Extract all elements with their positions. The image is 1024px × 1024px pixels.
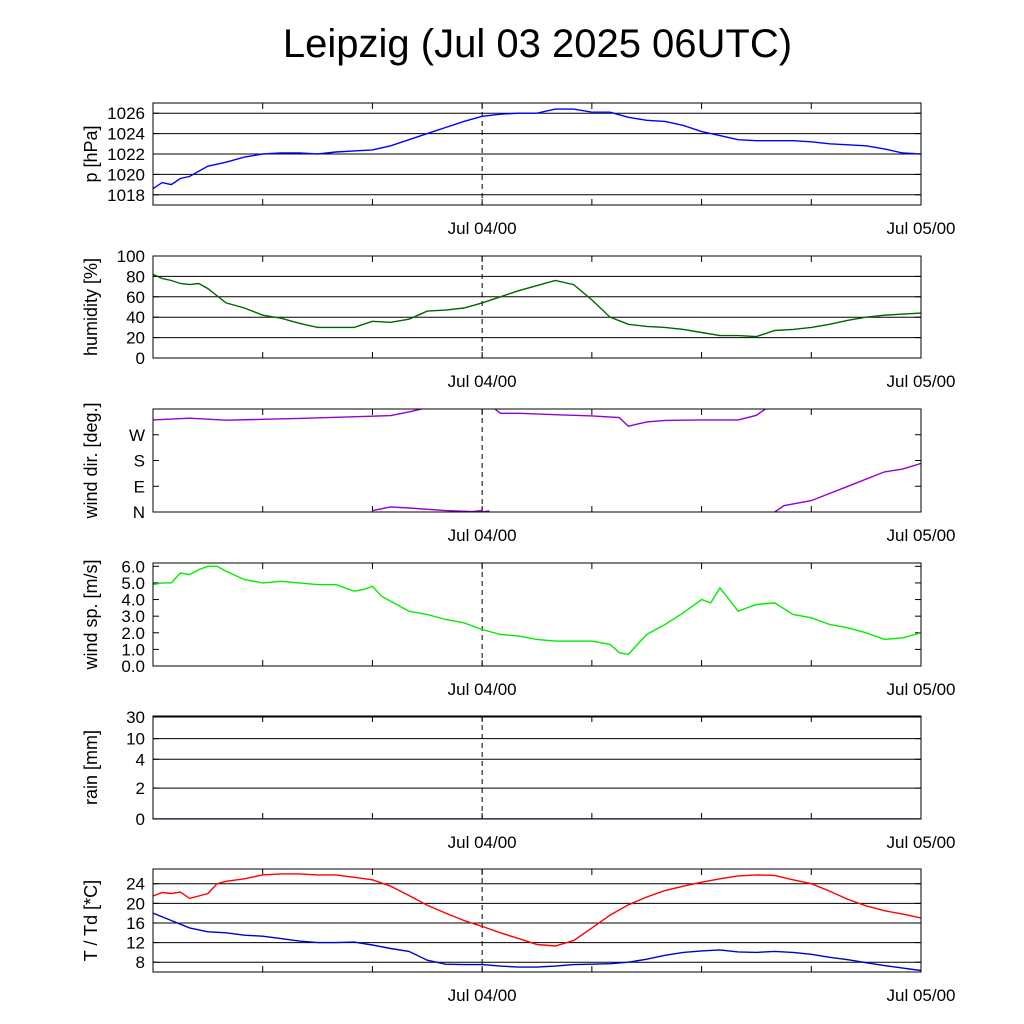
series-line-wind_speed-0 [153, 565, 921, 656]
panel-frame [152, 255, 922, 359]
series-line-wind_direction-4 [774, 462, 921, 512]
y-tick-label: 30 [126, 708, 145, 727]
y-tick-label: 5.0 [121, 574, 145, 593]
y-tick-label: 60 [126, 288, 145, 307]
y-axis-label: humidity [%] [81, 258, 101, 356]
x-tick-label: Jul 05/00 [887, 680, 956, 699]
y-axis-label: T / Td [*C] [81, 880, 101, 961]
y-tick-label: 80 [126, 267, 145, 286]
x-tick-label: Jul 04/00 [448, 372, 517, 391]
panel-frame [152, 562, 922, 667]
y-tick-label: 20 [126, 894, 145, 913]
y-tick-label: 2 [136, 779, 145, 798]
y-tick-label: 6.0 [121, 557, 145, 576]
y-tick-label: 2.0 [121, 624, 145, 643]
x-tick-label: Jul 04/00 [448, 833, 517, 852]
y-tick-label: 24 [126, 875, 145, 894]
series-line-wind_direction-0 [153, 409, 425, 421]
series-line-temperature-1 [153, 912, 921, 972]
y-axis-label: rain [mm] [81, 730, 101, 805]
series-line-wind_direction-3 [493, 409, 767, 427]
y-tick-label: S [134, 452, 145, 471]
series-line-humidity-0 [153, 273, 921, 338]
y-axis-label: wind sp. [m/s] [81, 559, 101, 670]
series-line-wind_direction-1 [372, 506, 490, 512]
x-tick-label: Jul 05/00 [887, 986, 956, 1005]
y-tick-label: N [133, 503, 145, 522]
y-tick-label: 100 [117, 247, 145, 266]
x-tick-label: Jul 04/00 [448, 526, 517, 545]
y-tick-label: 8 [136, 953, 145, 972]
y-tick-label: 0 [136, 810, 145, 829]
panel-frame [152, 102, 922, 206]
y-axis-label: p [hPa] [81, 125, 101, 182]
y-tick-label: 1.0 [121, 640, 145, 659]
x-tick-label: Jul 04/00 [448, 680, 517, 699]
y-tick-label: 1024 [107, 125, 145, 144]
y-tick-label: 0 [136, 349, 145, 368]
y-tick-label: 0.0 [121, 657, 145, 676]
y-tick-label: 1022 [107, 145, 145, 164]
x-tick-label: Jul 04/00 [448, 219, 517, 238]
y-tick-label: 12 [126, 934, 145, 953]
panel-wind_speed: 0.01.02.03.04.05.06.0 wind sp. [m/s] Jul 0… [81, 557, 956, 699]
y-tick-label: 1026 [107, 104, 145, 123]
x-tick-label: Jul 05/00 [887, 526, 956, 545]
y-tick-label: 10 [126, 730, 145, 749]
y-tick-label: E [134, 477, 145, 496]
y-axis-label: wind dir. [deg.] [81, 402, 101, 519]
series-line-wind_direction-2 [472, 509, 483, 512]
x-tick-label: Jul 04/00 [448, 986, 517, 1005]
x-tick-label: Jul 05/00 [887, 833, 956, 852]
y-tick-label: 20 [126, 329, 145, 348]
series-line-pressure-0 [153, 108, 921, 190]
panel-frame [152, 868, 922, 973]
y-tick-label: 16 [126, 914, 145, 933]
chart-title: Leipzig (Jul 03 2025 06UTC) [282, 22, 793, 66]
y-tick-label: 1018 [107, 186, 145, 205]
x-tick-label: Jul 05/00 [887, 219, 956, 238]
y-tick-label: 3.0 [121, 607, 145, 626]
y-tick-label: 1020 [107, 165, 145, 184]
panel-frame [152, 408, 922, 513]
y-tick-label: 4 [136, 750, 145, 769]
y-tick-label: W [129, 426, 145, 445]
series-line-temperature-0 [153, 873, 921, 947]
panel-frame [152, 715, 922, 820]
x-tick-label: Jul 05/00 [887, 372, 956, 391]
panel-rain: 0 2 410 30 rain [mm] Jul 04/00 Jul 05/00 [81, 708, 956, 852]
y-tick-label: 4.0 [121, 591, 145, 610]
y-tick-label: 40 [126, 308, 145, 327]
